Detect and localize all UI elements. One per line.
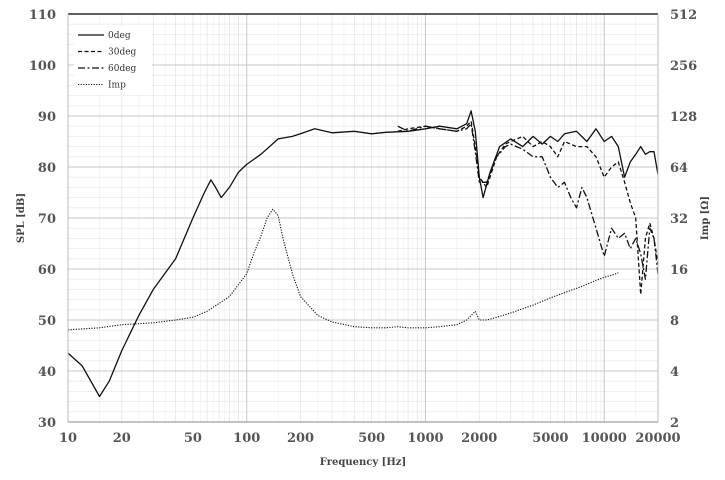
y2-tick-label: 64	[670, 161, 688, 176]
x-tick-label: 2000	[461, 431, 497, 446]
x-axis-label: Frequency [Hz]	[320, 457, 406, 468]
x-tick-label: 1000	[407, 431, 443, 446]
y-tick-label: 30	[38, 416, 56, 431]
y2-tick-label: 4	[670, 365, 679, 380]
x-axis-ticks: 10 20 50 100 200 500 1000 2000 5000 10000 20000	[59, 431, 681, 446]
series-line-0deg	[67, 110, 659, 398]
x-tick-label: 50	[184, 431, 202, 446]
legend-label-30deg: 30deg	[108, 48, 137, 58]
x-tick-label: 10	[59, 431, 77, 446]
y2-axis-ticks: 2 4 8 16 32 64 128 256 512	[670, 8, 697, 431]
y-tick-label: 60	[38, 263, 56, 278]
x-tick-label: 200	[287, 431, 314, 446]
y2-tick-label: 32	[670, 212, 688, 227]
series-layer	[67, 110, 659, 398]
series-line-30deg	[397, 120, 659, 296]
legend-label-imp: Imp	[108, 81, 126, 91]
x-tick-label: 500	[358, 431, 385, 446]
y2-tick-label: 2	[670, 416, 679, 431]
y-tick-label: 100	[29, 59, 56, 74]
series-line-imp	[67, 208, 619, 331]
legend-background	[74, 26, 152, 94]
y-axis-label: SPL [dB]	[16, 193, 27, 243]
legend-label-0deg: 0deg	[108, 31, 131, 41]
x-tick-label: 20000	[635, 431, 680, 446]
x-tick-label: 100	[233, 431, 260, 446]
y-axis-ticks: 30 40 50 60 70 80 90 100 110	[29, 8, 56, 431]
legend: 0deg 30deg 60deg Imp	[74, 26, 152, 94]
y2-tick-label: 512	[670, 8, 697, 23]
y-tick-label: 70	[38, 212, 56, 227]
y2-axis-label: Imp [Ω]	[700, 196, 711, 240]
y-tick-label: 40	[38, 365, 56, 380]
y-tick-label: 90	[38, 110, 56, 125]
series-line-60deg	[397, 123, 659, 280]
y2-tick-label: 8	[670, 314, 679, 329]
x-tick-label: 5000	[532, 431, 568, 446]
plot-frame	[67, 13, 659, 423]
y-tick-label: 50	[38, 314, 56, 329]
x-tick-label: 10000	[582, 431, 627, 446]
x-tick-label: 20	[113, 431, 131, 446]
y-tick-label: 80	[38, 161, 56, 176]
y2-tick-label: 16	[670, 263, 688, 278]
legend-label-60deg: 60deg	[108, 64, 137, 74]
y2-tick-label: 128	[670, 110, 697, 125]
y-tick-label: 110	[29, 8, 56, 23]
y2-tick-label: 256	[670, 59, 697, 74]
